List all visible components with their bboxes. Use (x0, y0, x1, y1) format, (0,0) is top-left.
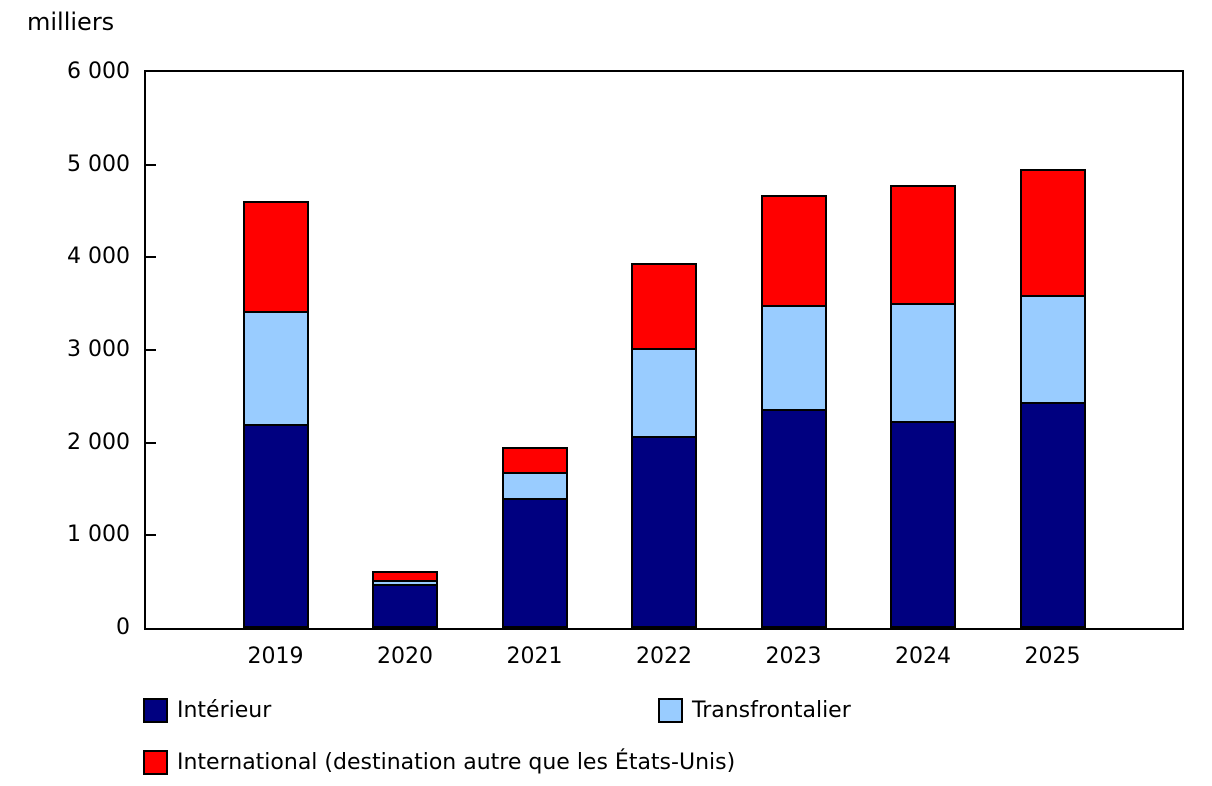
bar-segment-2024-international (890, 185, 956, 305)
bar-segment-2022-international (631, 263, 697, 351)
stacked-bar-2019 (242, 201, 309, 628)
y-axis-tick-label: 5 000 (67, 151, 130, 177)
bar-segment-2022-interieur (631, 436, 697, 628)
bar-segment-2024-transfrontalier (890, 302, 956, 424)
bar-segment-2021-transfrontalier (501, 471, 568, 501)
y-axis-tick (146, 163, 156, 166)
bar-segment-2025-transfrontalier (1019, 294, 1086, 404)
legend-item-transfrontalier: Transfrontalier (658, 698, 851, 723)
x-axis-tick-label: 2025 (1024, 644, 1081, 669)
x-axis-tick-label: 2021 (506, 644, 563, 669)
stacked-bar-2022 (631, 263, 697, 628)
legend-label: Transfrontalier (692, 698, 851, 723)
x-axis-tick-label: 2019 (247, 644, 304, 669)
stacked-bar-2024 (890, 185, 956, 628)
plot-area (144, 70, 1184, 630)
bar-segment-2024-interieur (890, 421, 956, 628)
legend-label: International (destination autre que les… (177, 750, 736, 775)
bar-segment-2023-transfrontalier (760, 304, 827, 412)
bar-segment-2023-international (760, 194, 827, 307)
stacked-bar-2021 (501, 446, 568, 628)
x-axis-tick-label: 2020 (377, 644, 433, 669)
x-axis-tick-label: 2023 (765, 644, 822, 669)
legend-color-swatch (658, 698, 683, 723)
stacked-bar-2025 (1019, 168, 1086, 628)
y-axis-tick-label: 3 000 (67, 337, 130, 362)
bar-segment-2025-international (1019, 168, 1086, 297)
legend-label: Intérieur (177, 698, 272, 723)
stacked-bar-2020 (372, 571, 438, 628)
legend-color-swatch (143, 698, 168, 723)
y-axis-tick (146, 441, 156, 444)
bar-segment-2020-interieur (372, 583, 438, 628)
legend-color-swatch (143, 750, 168, 775)
y-axis-tick-label: 4 000 (67, 244, 130, 270)
stacked-bar-2023 (760, 194, 827, 628)
bar-segment-2019-international (242, 201, 309, 314)
y-axis-tick-label: 6 000 (67, 59, 130, 84)
bar-segment-2019-transfrontalier (242, 311, 309, 427)
bar-segment-2022-transfrontalier (631, 348, 697, 439)
bar-segment-2021-international (501, 446, 568, 474)
legend-item-interieur: Intérieur (143, 698, 271, 723)
bar-segment-2021-interieur (501, 498, 568, 628)
y-axis-tick-label: 1 000 (67, 522, 130, 548)
y-axis-tick-label: 2 000 (67, 429, 130, 455)
x-axis-tick-label: 2022 (636, 644, 692, 669)
y-axis-tick (146, 256, 156, 259)
y-axis-tick (146, 349, 156, 351)
bar-segment-2019-interieur (242, 424, 309, 628)
bar-segment-2025-interieur (1019, 401, 1086, 628)
y-axis-unit-title: milliers (27, 8, 115, 36)
y-axis-tick-label: 0 (116, 615, 130, 640)
bar-segment-2023-interieur (760, 409, 827, 628)
y-axis-tick (146, 534, 156, 537)
legend-item-international: International (destination autre que les… (143, 750, 735, 775)
x-axis-tick-label: 2024 (895, 644, 951, 669)
